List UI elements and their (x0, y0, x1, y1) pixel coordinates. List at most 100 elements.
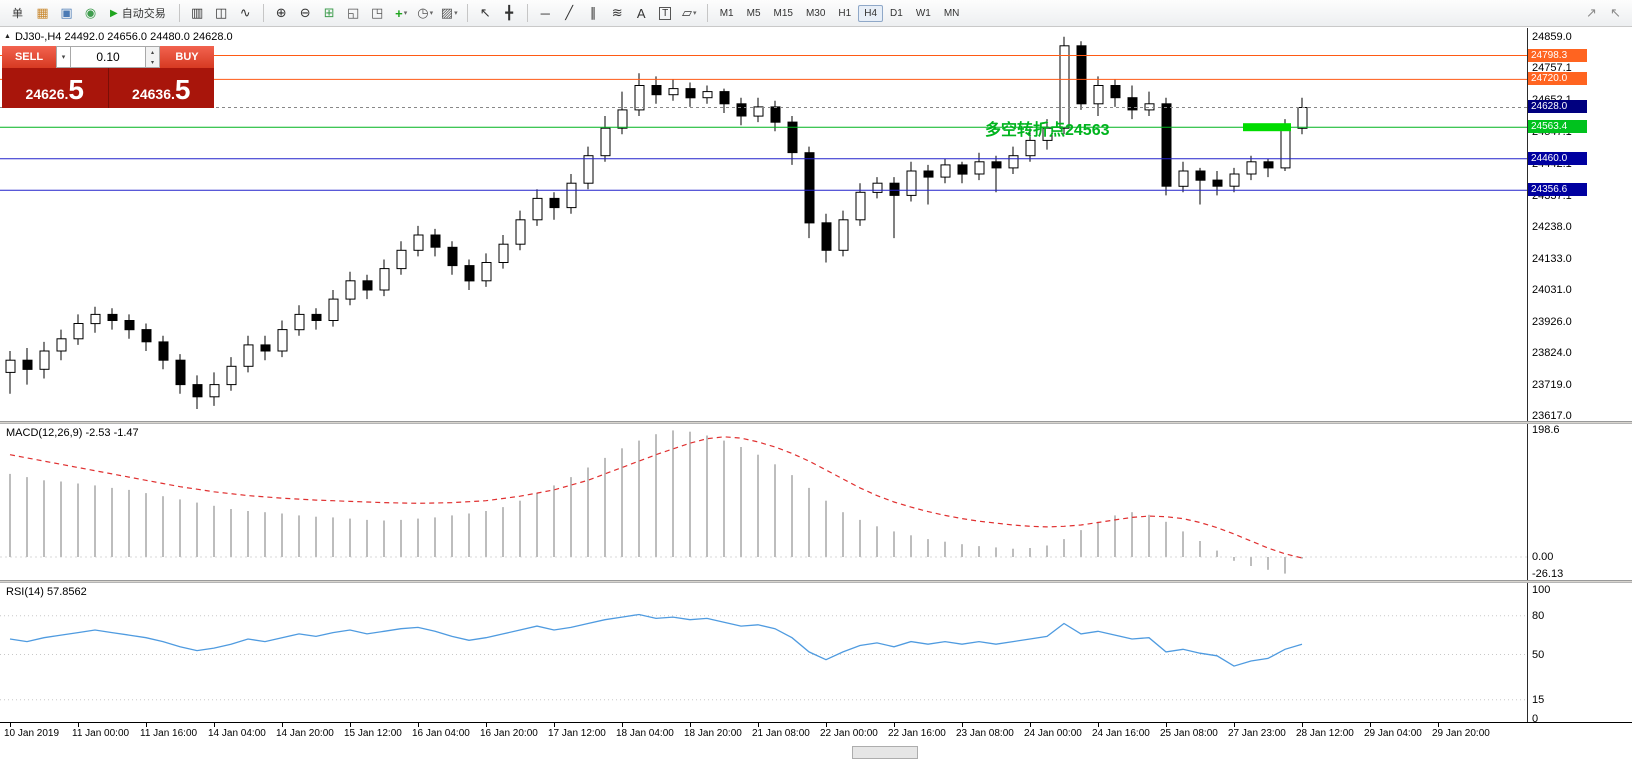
shapes-icon[interactable]: ▱ ▾ (678, 3, 701, 23)
zoom-out-icon[interactable]: ⊖ (294, 3, 317, 23)
text-label-icon[interactable]: T (654, 3, 677, 23)
timeframe-mn[interactable]: MN (943, 7, 960, 19)
candle-body (1025, 139, 1036, 157)
rsi-axis-label: 0 (1532, 713, 1539, 725)
timeframe-m1[interactable]: M1 (719, 7, 734, 19)
volume-dropdown-icon[interactable]: ▾ (56, 46, 71, 68)
candlestick-chart-icon[interactable]: ◫ (210, 3, 233, 23)
market-watch-icon[interactable]: ▦ (31, 3, 54, 23)
candle-body (974, 161, 985, 175)
timeframe-d1[interactable]: D1 (890, 7, 903, 19)
candle-body (991, 161, 1002, 169)
time-tick (894, 723, 895, 727)
auto-scroll-icon: ◱ (347, 5, 360, 20)
candle-body (770, 106, 781, 123)
bid-price-display: 24626. 5 (2, 68, 108, 108)
horizontal-line-icon[interactable]: ─ (534, 3, 557, 23)
candle-body (73, 323, 84, 340)
time-tick (418, 723, 419, 727)
timeframe-m30[interactable]: M30 (805, 7, 826, 19)
templates-icon[interactable]: ▨ ▾ (438, 3, 461, 23)
turning-point-annotation: 多空转折点24563 (985, 122, 1110, 139)
shapes-icon: ▱ (681, 5, 692, 20)
cursor-icon[interactable]: ↖ (474, 3, 497, 23)
autotrading-button[interactable]: ▶ 自动交易 (103, 1, 173, 25)
line-chart-icon[interactable]: ∿ (234, 3, 257, 23)
candle-body (1178, 170, 1189, 187)
candle-body (855, 191, 866, 221)
macd-pane-svg[interactable] (0, 424, 1527, 580)
time-axis-label: 25 Jan 08:00 (1160, 728, 1218, 739)
indicators-icon: + (395, 5, 403, 21)
timeframe-m5[interactable]: M5 (746, 7, 761, 19)
collapse-panel-icon[interactable]: ▲ (4, 33, 11, 40)
timeframe-h4[interactable]: H4 (858, 4, 884, 22)
new-order-button[interactable]: 单 (5, 1, 30, 25)
volume-input[interactable]: 0.10 (71, 46, 146, 68)
bar-chart-icon[interactable]: ▥ (186, 3, 209, 23)
candle-body (362, 280, 373, 291)
volume-decrease-button[interactable]: ▾ (150, 59, 154, 66)
turning-point-highlight[interactable] (1243, 123, 1291, 132)
time-axis-label: 29 Jan 20:00 (1432, 728, 1490, 739)
text-icon[interactable]: A (630, 3, 653, 23)
zoom-in-icon[interactable]: ⊕ (270, 3, 293, 23)
chart-shift-icon: ◳ (371, 5, 384, 20)
time-tick (282, 723, 283, 727)
horizontal-scrollbar-thumb[interactable] (852, 746, 918, 759)
candle-body (566, 182, 577, 209)
volume-increase-button[interactable]: ▴ (150, 49, 154, 56)
candle-body (1008, 155, 1019, 169)
buy-button[interactable]: BUY (160, 46, 214, 68)
main-chart-svg[interactable] (0, 28, 1527, 421)
chart-shift-icon[interactable]: ◳ (366, 3, 389, 23)
timeframe-m15[interactable]: M15 (773, 7, 793, 19)
crosshair-icon[interactable]: ╋ (498, 3, 521, 23)
candle-body (328, 298, 339, 322)
trendline-icon[interactable]: ╱ (558, 3, 581, 23)
toolbar-separator (262, 4, 264, 22)
bar-chart-icon: ▥ (191, 5, 204, 20)
time-axis-label: 11 Jan 16:00 (140, 728, 198, 739)
candle-body (804, 152, 815, 224)
time-tick (10, 723, 11, 727)
time-tick (554, 723, 555, 727)
toolbar-separator (178, 4, 180, 22)
candle-body (209, 384, 220, 398)
time-tick (214, 723, 215, 727)
rsi-pane-svg[interactable] (0, 583, 1527, 722)
terminal-icon[interactable]: ◉ (79, 3, 102, 23)
fibonacci-icon[interactable]: ≋ (606, 3, 629, 23)
horizontal-line-icon: ─ (540, 5, 550, 21)
price-tag-24720.0: 24720.0 (1527, 72, 1587, 86)
hand-icon: ↖ (1610, 5, 1621, 20)
timeframe-h1[interactable]: H1 (838, 7, 852, 19)
indicators-icon[interactable]: + ▾ (390, 3, 413, 23)
candle-body (1263, 161, 1274, 169)
candle-body (668, 88, 679, 96)
axis-price-label: 24859.0 (1532, 31, 1572, 43)
pane-splitter-2[interactable] (0, 580, 1632, 583)
time-axis-label: 28 Jan 12:00 (1296, 728, 1354, 739)
pane-splitter-1[interactable] (0, 421, 1632, 424)
time-axis[interactable]: 10 Jan 2019 11 Jan 00:00 11 Jan 16:00 14 Ja… (0, 722, 1632, 742)
pointer-icon[interactable]: ↗ (1580, 3, 1603, 23)
terminal-icon: ◉ (84, 5, 97, 20)
timeframe-w1[interactable]: W1 (915, 7, 931, 19)
candle-body (600, 127, 611, 157)
channel-icon: ∥ (589, 5, 597, 20)
navigator-icon[interactable]: ▣ (55, 3, 78, 23)
tile-windows-icon[interactable]: ⊞ (318, 3, 341, 23)
channel-icon[interactable]: ∥ (582, 3, 605, 23)
price-tag-24460.0: 24460.0 (1527, 151, 1587, 165)
price-axis[interactable]: 24859.024757.124652.124547.124442.124337… (1527, 28, 1632, 725)
sell-button[interactable]: SELL (2, 46, 56, 68)
periods-icon: ◷ (417, 5, 429, 20)
candle-body (39, 350, 50, 370)
periods-icon[interactable]: ◷ ▾ (414, 3, 437, 23)
auto-scroll-icon[interactable]: ◱ (342, 3, 365, 23)
volume-stepper: ▴ ▾ (146, 46, 160, 68)
candle-body (1161, 103, 1172, 187)
candle-body (277, 329, 288, 352)
hand-icon[interactable]: ↖ (1604, 3, 1627, 23)
